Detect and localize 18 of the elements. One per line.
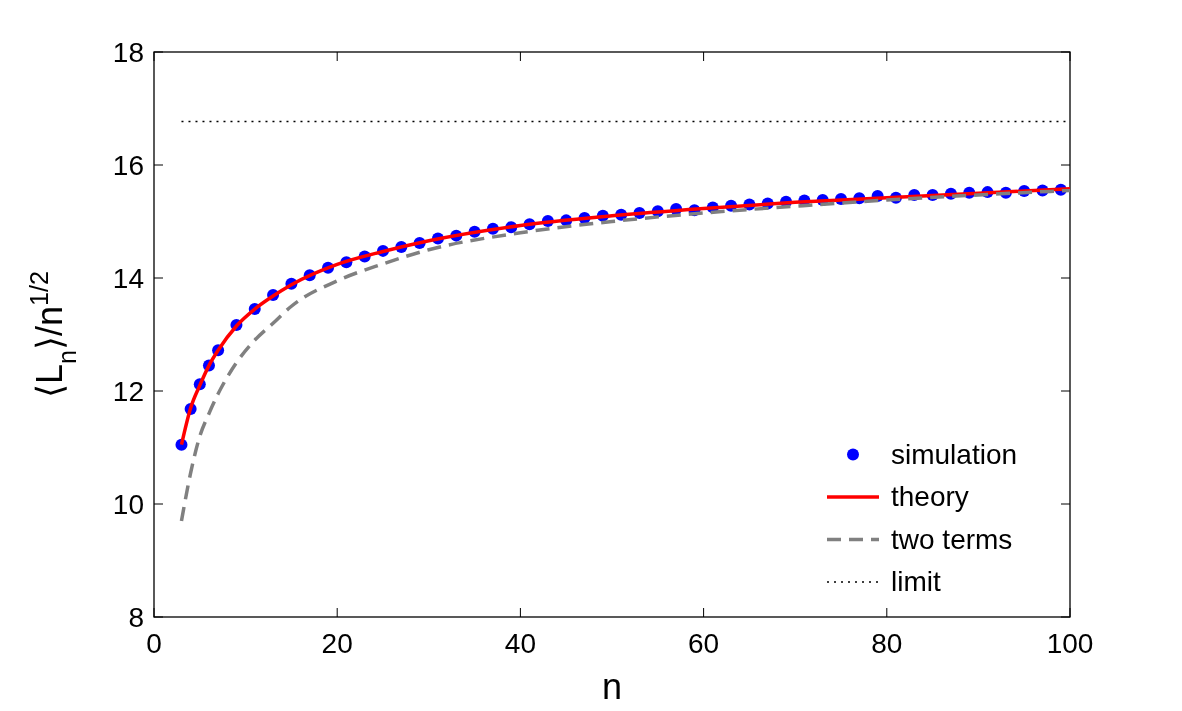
y-tick-label: 8 <box>128 602 144 633</box>
x-tick-label: 0 <box>146 628 162 659</box>
y-tick-label: 16 <box>112 150 144 181</box>
x-tick-label: 60 <box>688 628 720 659</box>
x-tick-label: 40 <box>504 628 536 659</box>
legend-label: simulation <box>891 438 1018 470</box>
x-axis-title: n <box>601 666 623 707</box>
legend-label: theory <box>891 481 969 512</box>
y-tick-label: 18 <box>112 37 144 68</box>
y-tick-label: 10 <box>112 489 144 520</box>
legend-label: limit <box>891 566 941 597</box>
x-tick-label: 100 <box>1046 628 1094 659</box>
legend-label: two terms <box>891 523 1013 555</box>
y-tick-label: 14 <box>112 263 144 294</box>
x-tick-label: 20 <box>321 628 353 659</box>
y-tick-label: 12 <box>112 376 144 407</box>
line-series <box>179 188 1072 523</box>
x-tick-label: 80 <box>871 628 903 659</box>
